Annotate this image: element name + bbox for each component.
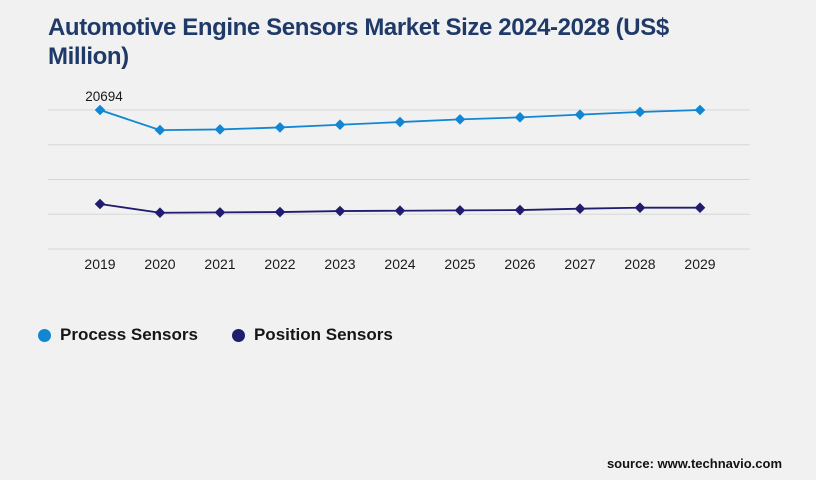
x-tick-label-2028: 2028 [624,256,655,272]
x-tick-label-2023: 2023 [324,256,355,272]
legend-label-process-sensors: Process Sensors [60,325,198,344]
x-tick-label-2029: 2029 [684,256,715,272]
position-sensors-legend-dot-icon [231,328,245,342]
data-point-position-sensors-2023 [334,205,346,217]
data-point-process-sensors-2026 [514,112,526,123]
data-point-position-sensors-2021 [214,207,226,218]
data-point-process-sensors-2020 [154,124,166,136]
source-attribution: source: www.technavio.com [606,456,782,471]
x-tick-label-2022: 2022 [264,256,295,272]
legend-label-position-sensors: Position Sensors [253,325,393,344]
data-point-position-sensors-2025 [454,205,466,216]
data-point-process-sensors-2029 [694,104,706,116]
data-point-process-sensors-2028 [634,106,646,118]
data-point-process-sensors-2024 [394,116,406,128]
data-point-position-sensors-2026 [514,204,526,216]
data-point-position-sensors-2022 [274,206,286,218]
data-point-position-sensors-2029 [694,202,706,213]
data-point-position-sensors-2019 [94,198,106,210]
x-tick-label-2027: 2027 [564,256,595,272]
legend-item-process-sensors: Process Sensors [38,325,198,345]
data-point-position-sensors-2028 [634,202,646,213]
data-point-process-sensors-2027 [574,109,586,120]
x-tick-label-2020: 2020 [144,256,175,272]
legend-item-position-sensors: Position Sensors [231,325,393,345]
x-tick-label-2025: 2025 [444,256,475,272]
chart-title: Automotive Engine Sensors Market Size 20… [48,14,669,70]
data-point-process-sensors-2022 [274,122,286,133]
x-tick-label-2021: 2021 [204,256,235,272]
process-sensors-legend-dot-icon [38,328,51,342]
data-point-process-sensors-2025 [454,114,466,125]
market-size-line-chart: 2019 2020 2021 2022 2023 2024 2025 2026 2027 2028… [48,89,750,272]
x-tick-label-2026: 2026 [504,256,535,272]
data-point-position-sensors-2020 [154,207,166,219]
data-point-position-sensors-2024 [394,205,406,217]
x-tick-label-2024: 2024 [384,256,415,272]
x-tick-label-2019: 2019 [84,256,115,272]
data-point-position-sensors-2027 [574,203,586,214]
data-point-process-sensors-2021 [214,124,226,135]
chart-legend: Process Sensors Position Sensors [38,325,393,345]
data-label-process-sensors-2019: 20694 [85,89,123,104]
data-point-process-sensors-2023 [334,119,346,131]
data-point-process-sensors-2019 [94,104,106,116]
